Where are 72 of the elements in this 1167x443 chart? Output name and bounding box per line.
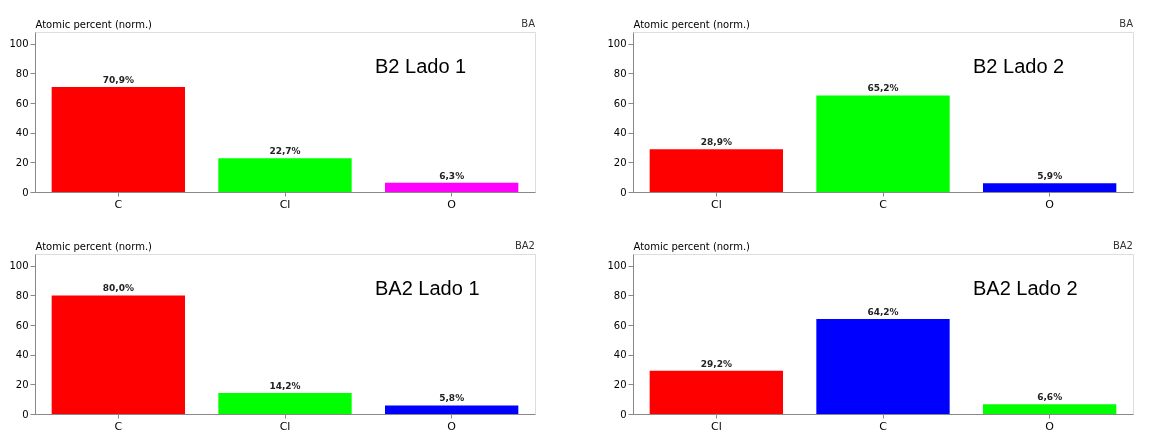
data-label: 22,7% [269, 146, 301, 157]
x-tick-label: Cl [710, 419, 722, 433]
data-label: 14,2% [269, 380, 301, 391]
y-tick-label: 40 [613, 349, 627, 361]
y-tick-label: 80 [15, 67, 29, 79]
y-tick-label: 100 [607, 260, 627, 272]
x-tick-label: O [447, 197, 457, 211]
text: B2 Lado 2 [973, 55, 1065, 78]
y-tick-label: 20 [613, 156, 627, 168]
y-tick-label: 40 [613, 127, 627, 139]
y-tick-label: 0 [22, 408, 29, 420]
text: BA2 Lado 2 [973, 277, 1078, 300]
y-tick-label: 100 [607, 38, 627, 50]
y-tick-label: 60 [613, 319, 627, 331]
y-tick-label: 20 [613, 378, 627, 390]
data-label: 28,9% [700, 137, 732, 148]
bar [649, 370, 783, 414]
y-tick-label: 80 [613, 67, 627, 79]
y-tick-label: 20 [15, 156, 29, 168]
x-tick-label: Cl [279, 419, 291, 433]
data-label: 6,6% [1037, 392, 1063, 403]
text: BA2 [1112, 240, 1133, 251]
y-tick-label: 0 [620, 408, 627, 420]
bar [649, 149, 783, 192]
y-tick-label: 80 [613, 289, 627, 301]
y-tick-label: 60 [613, 97, 627, 109]
data-label: 6,3% [439, 170, 465, 181]
x-tick-label: O [447, 419, 457, 433]
data-label: 70,9% [102, 74, 134, 85]
bar [983, 183, 1117, 192]
bar [51, 295, 185, 414]
data-label: 29,2% [700, 358, 732, 369]
data-label: 64,2% [867, 306, 899, 317]
y-axis-title: Atomic percent (norm.) [35, 18, 153, 30]
data-label: 5,8% [439, 393, 465, 404]
bar [51, 86, 185, 192]
y-tick-label: 60 [15, 319, 29, 331]
x-tick-label: O [1045, 419, 1055, 433]
text: BA2 [514, 240, 535, 251]
x-tick-label: O [1045, 197, 1055, 211]
y-tick-label: 40 [15, 127, 29, 139]
x-tick-label: C [879, 419, 888, 433]
text: B2 Lado 1 [375, 55, 467, 78]
y-tick-label: 20 [15, 378, 29, 390]
y-tick-label: 80 [15, 289, 29, 301]
data-label: 5,9% [1037, 171, 1063, 182]
x-tick-label: C [114, 197, 123, 211]
bar [983, 404, 1117, 414]
text: BA [521, 18, 536, 29]
data-label: 65,2% [867, 83, 899, 94]
bar [218, 158, 352, 192]
bar [385, 405, 519, 414]
bar [385, 182, 519, 192]
bar [218, 392, 352, 414]
y-axis-title: Atomic percent (norm.) [633, 18, 751, 30]
data-label: 80,0% [102, 283, 134, 294]
text: BA [1119, 18, 1134, 29]
x-tick-label: Cl [710, 197, 722, 211]
x-tick-label: C [879, 197, 888, 211]
y-axis-title: Atomic percent (norm.) [633, 240, 751, 252]
y-axis-title: Atomic percent (norm.) [35, 240, 153, 252]
y-tick-label: 60 [15, 97, 29, 109]
y-tick-label: 100 [9, 38, 29, 50]
bar [816, 318, 950, 414]
text: BA2 Lado 1 [375, 277, 480, 300]
y-tick-label: 100 [9, 260, 29, 272]
y-tick-label: 0 [22, 186, 29, 198]
bar [816, 95, 950, 192]
y-tick-label: 40 [15, 349, 29, 361]
x-tick-label: Cl [279, 197, 291, 211]
y-tick-label: 0 [620, 186, 627, 198]
x-tick-label: C [114, 419, 123, 433]
